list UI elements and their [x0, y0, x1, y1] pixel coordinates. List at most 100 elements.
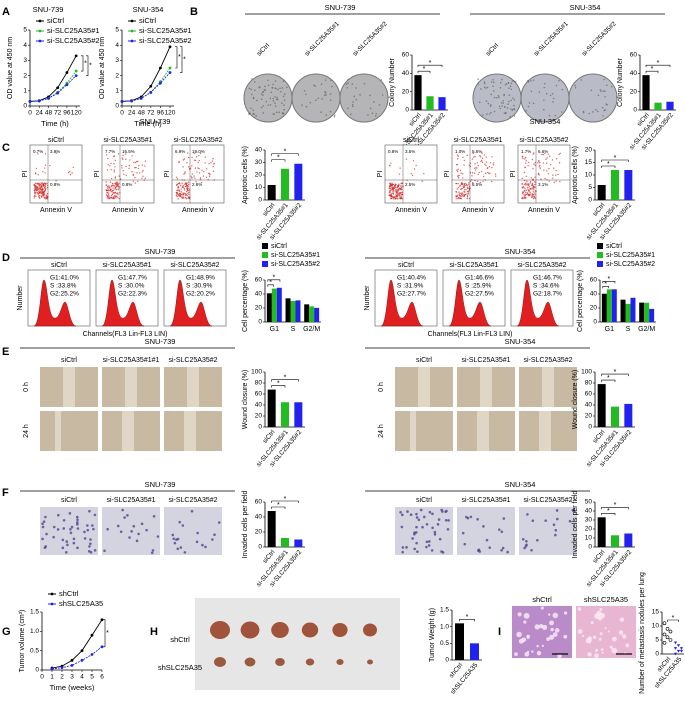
flow-event: [467, 184, 470, 186]
y-axis-label: PI: [164, 171, 171, 178]
flow-event: [115, 197, 117, 199]
flow-event: [117, 194, 119, 196]
flow-event: [546, 162, 548, 164]
flow-event: [105, 189, 108, 192]
flow-event: [524, 158, 526, 160]
flow-event: [186, 189, 189, 191]
flow-event: [34, 194, 36, 196]
colony: [305, 105, 308, 108]
colony: [513, 104, 515, 107]
tissue-space: [523, 620, 527, 624]
flow-event: [471, 182, 474, 184]
flow-event: [180, 196, 182, 198]
colony: [375, 112, 378, 115]
colony: [329, 93, 332, 95]
phase-stat: G2:20.2%: [186, 291, 215, 298]
flow-event: [33, 189, 36, 191]
plot-title: siCtrl: [403, 137, 419, 144]
flow-event: [38, 187, 40, 189]
colony: [552, 101, 554, 103]
flow-event: [107, 196, 110, 199]
bar: [642, 75, 650, 110]
flow-event: [465, 193, 467, 196]
significance-star: *: [672, 615, 675, 622]
row-label: shCtrl: [170, 635, 190, 644]
panel-label: I: [498, 626, 501, 638]
flow-event: [185, 190, 188, 193]
legend-label: si-SLC25A35#1: [271, 252, 320, 259]
y-tick-label: 60: [590, 277, 598, 284]
image-label: shSLC25A35: [584, 595, 628, 604]
invaded-cell: [66, 543, 69, 547]
flow-event: [559, 152, 561, 155]
y-axis-label: Cell percentage (%): [577, 270, 584, 332]
colony: [262, 105, 265, 107]
flow-event: [36, 183, 39, 185]
flow-event: [477, 173, 479, 176]
colony: [373, 101, 375, 103]
flow-event: [458, 191, 460, 193]
flow-event: [395, 192, 398, 194]
significance-star: *: [604, 281, 607, 288]
colony: [282, 80, 285, 82]
invaded-cell: [56, 528, 60, 531]
flow-event: [521, 187, 524, 189]
x-tick-label: S: [291, 326, 296, 333]
column-label: siCtrl: [416, 497, 432, 504]
tissue-space: [609, 645, 613, 649]
flow-event: [532, 197, 535, 200]
quadrant-value: 6.5%: [472, 182, 482, 187]
flow-event: [121, 167, 123, 169]
flow-event: [542, 162, 545, 164]
significance-star: *: [614, 502, 617, 509]
quadrant-value: 5.5%: [472, 149, 482, 154]
invaded-cell: [477, 548, 481, 552]
x-axis-label: Annexin V: [112, 207, 144, 214]
flow-event: [392, 192, 395, 194]
point: [676, 649, 681, 653]
flow-event: [38, 182, 40, 185]
point: [70, 658, 74, 662]
invaded-cell: [103, 549, 106, 553]
invaded-cell: [151, 549, 155, 552]
quadrant-value: 0.7%: [33, 149, 43, 154]
flow-event: [486, 167, 489, 170]
colony: [250, 88, 253, 91]
invaded-cell: [44, 545, 48, 548]
significance-star: *: [651, 66, 654, 73]
flow-event: [107, 197, 109, 200]
colony: [486, 86, 489, 89]
flow-event: [527, 165, 529, 167]
invaded-cell: [405, 546, 408, 549]
colony: [509, 85, 512, 88]
colony: [309, 101, 312, 104]
flow-event: [391, 183, 393, 186]
colony: [313, 84, 315, 87]
flow-event: [530, 177, 533, 179]
invaded-cell: [536, 538, 539, 542]
point: [149, 90, 153, 94]
flow-event: [195, 156, 198, 158]
invasion-image: [164, 507, 222, 555]
colony: [276, 96, 278, 99]
colony: [543, 86, 546, 89]
tissue-space: [534, 624, 540, 630]
flow-event: [469, 180, 472, 182]
flow-event: [490, 180, 493, 183]
flow-event: [462, 193, 464, 195]
bar: [267, 511, 276, 547]
flow-event: [177, 194, 179, 196]
colony: [545, 92, 548, 95]
tissue-space: [517, 612, 522, 617]
colony: [347, 107, 349, 110]
y-tick-label: 80: [585, 380, 593, 387]
colony: [525, 109, 527, 112]
flow-event: [534, 164, 536, 167]
flow-event: [456, 169, 458, 171]
flow-event: [110, 169, 112, 171]
colony: [511, 80, 514, 82]
flow-event: [459, 192, 461, 194]
flow-event: [117, 192, 119, 195]
flow-event: [118, 182, 120, 185]
flow-event: [142, 175, 144, 177]
